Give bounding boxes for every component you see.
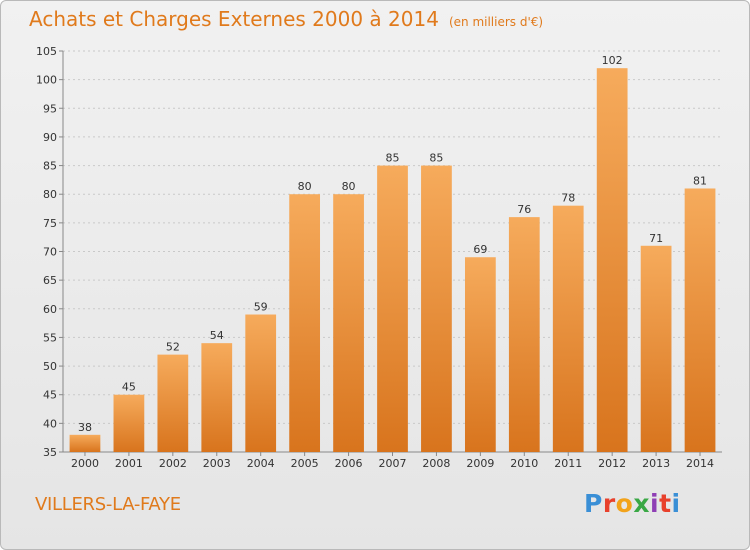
y-tick-labels: 35 40 45 50 55 60 65 70 75 80 85 90 95 100 105 [36,45,57,459]
x-tick-label: 2001 [115,457,143,470]
x-tick-label: 2013 [642,457,670,470]
logo-letter: o [615,489,634,518]
data-label: 85 [386,152,400,165]
commune-name: VILLERS-LA-FAYE [35,494,181,515]
x-tick-label: 2004 [247,457,275,470]
bar [596,68,628,452]
bar [245,314,277,452]
bar [377,165,408,453]
data-label: 85 [429,152,443,165]
proxiti-logo: Proxiti [584,489,681,518]
y-tick-label: 85 [43,160,57,173]
logo-letter: i [650,489,660,518]
data-label: 59 [254,301,268,314]
bar [69,434,101,452]
chart-title: Achats et Charges Externes 2000 à 2014 (e… [29,7,543,31]
x-tick-label: 2009 [466,457,494,470]
y-tick-label: 65 [43,274,57,287]
data-label: 102 [602,54,623,67]
logo-letter: t [659,489,672,518]
bar [333,194,364,452]
data-label: 71 [649,232,663,245]
bar [157,354,189,452]
data-label: 54 [210,329,224,342]
y-tick-label: 50 [43,360,57,373]
data-label: 76 [517,203,531,216]
data-label: 80 [342,180,356,193]
x-tick-label: 2006 [335,457,363,470]
data-label: 80 [298,180,312,193]
logo-letter: i [671,489,681,518]
y-tick-label: 95 [43,102,57,115]
bar [508,217,540,452]
y-tick-label: 90 [43,131,57,144]
data-label: 78 [561,192,575,205]
logo-letter: P [584,489,603,518]
bar [201,343,233,452]
y-tick-label: 45 [43,389,57,402]
logo-letter: r [602,489,616,518]
x-tick-label: 2000 [71,457,99,470]
data-label: 69 [473,243,487,256]
data-label: 52 [166,341,180,354]
x-tick-label: 2003 [203,457,231,470]
bar [552,205,584,452]
chart-unit: (en milliers d'€) [448,15,544,29]
y-tick-label: 75 [43,217,57,230]
y-tick-label: 100 [36,74,57,87]
logo-letter: x [633,489,650,518]
bar [421,165,452,453]
value-labels: 38 45 52 54 59 80 80 85 85 69 76 78 102 71 81 [78,54,707,434]
chart-title-text: Achats et Charges Externes 2000 à 2014 [29,7,439,31]
bars [69,68,716,453]
bar [113,394,145,452]
x-tick-label: 2008 [422,457,450,470]
x-tick-label: 2014 [686,457,714,470]
y-tick-label: 60 [43,303,57,316]
x-tick-label: 2005 [291,457,319,470]
y-tick-label: 80 [43,188,57,201]
y-tick-label: 40 [43,417,57,430]
bar [640,245,672,452]
data-label: 38 [78,421,92,434]
x-tick-label: 2007 [379,457,407,470]
x-tick-label: 2012 [598,457,626,470]
y-tick-label: 35 [43,446,57,459]
y-tick-label: 55 [43,331,57,344]
data-label: 45 [122,381,136,394]
bar [289,194,321,452]
x-tick-label: 2011 [554,457,582,470]
bar [464,257,496,452]
x-tick-labels: 2000 2001 2002 2003 2004 2005 2006 2007 2008 2009… [71,457,714,470]
y-tick-label: 105 [36,45,57,58]
x-tick-label: 2002 [159,457,187,470]
x-tick-label: 2010 [510,457,538,470]
data-label: 81 [693,174,707,187]
bar [684,188,716,452]
y-tick-label: 70 [43,246,57,259]
